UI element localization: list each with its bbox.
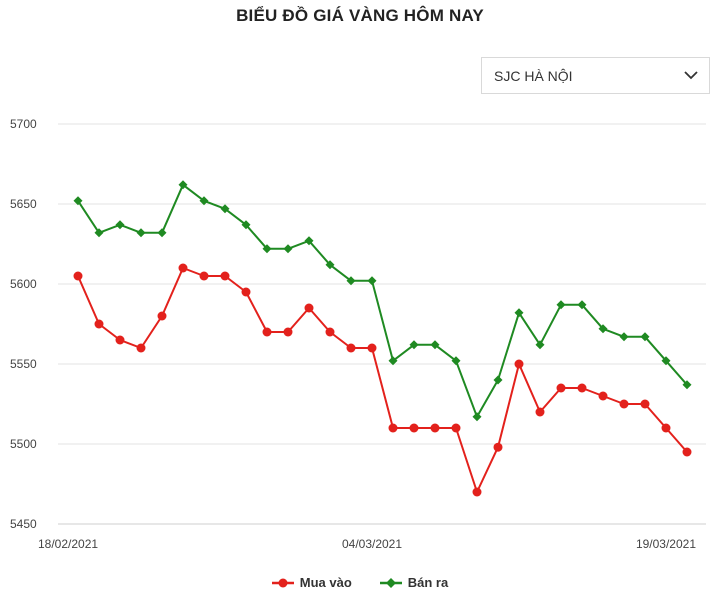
y-tick-label: 5500 — [10, 437, 37, 451]
data-point[interactable] — [514, 359, 524, 369]
data-point[interactable] — [220, 204, 230, 214]
data-point[interactable] — [661, 356, 671, 366]
data-point[interactable] — [178, 263, 188, 273]
data-point[interactable] — [262, 327, 272, 337]
data-point[interactable] — [388, 423, 398, 433]
data-point[interactable] — [304, 303, 314, 313]
data-point[interactable] — [409, 423, 419, 433]
data-point[interactable] — [472, 487, 482, 497]
data-point[interactable] — [577, 383, 587, 393]
legend-item-buy[interactable]: Mua vào — [271, 575, 352, 590]
data-point[interactable] — [535, 340, 545, 350]
location-select[interactable]: SJC HÀ NỘI — [481, 57, 710, 94]
data-point[interactable] — [262, 244, 272, 254]
data-point[interactable] — [157, 311, 167, 321]
y-tick-label: 5700 — [10, 117, 37, 131]
data-point[interactable] — [367, 343, 377, 353]
data-point[interactable] — [640, 332, 650, 342]
y-tick-label: 5450 — [10, 517, 37, 531]
data-point[interactable] — [94, 228, 104, 238]
data-point[interactable] — [598, 391, 608, 401]
data-point[interactable] — [115, 220, 125, 230]
location-select-value: SJC HÀ NỘI — [494, 67, 573, 84]
data-point[interactable] — [220, 271, 230, 281]
data-point[interactable] — [493, 442, 503, 452]
data-point[interactable] — [640, 399, 650, 409]
data-point[interactable] — [682, 447, 692, 457]
data-point[interactable] — [346, 276, 356, 286]
legend-sell-label: Bán ra — [407, 575, 449, 590]
y-axis-ticks: 5450 5500 5550 5600 5650 5700 — [10, 117, 37, 531]
series-line — [77, 267, 688, 493]
line-chart: 5450 5500 5550 5600 5650 5700 18/02/2021 04/03… — [10, 117, 706, 551]
data-point[interactable] — [283, 244, 293, 254]
data-point[interactable] — [556, 383, 566, 393]
y-tick-label: 5600 — [10, 277, 37, 291]
y-tick-label: 5650 — [10, 197, 37, 211]
data-point[interactable] — [199, 271, 209, 281]
data-point[interactable] — [73, 196, 83, 206]
data-point[interactable] — [577, 300, 587, 310]
data-point[interactable] — [115, 335, 125, 345]
data-point[interactable] — [325, 327, 335, 337]
data-point[interactable] — [73, 271, 83, 281]
data-point[interactable] — [493, 375, 503, 385]
grid-lines — [58, 123, 706, 525]
data-point[interactable] — [619, 332, 629, 342]
x-tick-label: 18/02/2021 — [38, 537, 98, 551]
series-buy — [73, 263, 692, 497]
chevron-down-icon — [683, 68, 699, 84]
data-point[interactable] — [430, 423, 440, 433]
data-point[interactable] — [661, 423, 671, 433]
series-line — [77, 183, 688, 418]
legend-buy-label: Mua vào — [299, 575, 352, 590]
legend-sell-marker-icon — [379, 577, 402, 588]
data-point[interactable] — [178, 180, 188, 190]
data-point[interactable] — [136, 228, 146, 238]
y-tick-label: 5550 — [10, 357, 37, 371]
data-point[interactable] — [136, 343, 146, 353]
data-point[interactable] — [682, 380, 692, 390]
x-tick-label: 19/03/2021 — [636, 537, 696, 551]
data-point[interactable] — [346, 343, 356, 353]
data-point[interactable] — [241, 287, 251, 297]
data-point[interactable] — [556, 300, 566, 310]
data-point[interactable] — [598, 324, 608, 334]
legend-buy-marker-icon — [271, 578, 294, 587]
legend: Mua vào Bán ra — [0, 575, 720, 590]
data-point[interactable] — [451, 423, 461, 433]
x-axis-ticks: 18/02/2021 04/03/2021 19/03/2021 — [38, 537, 696, 551]
data-point[interactable] — [199, 196, 209, 206]
data-point[interactable] — [157, 228, 167, 238]
data-point[interactable] — [241, 220, 251, 230]
chart-title: BIỂU ĐỒ GIÁ VÀNG HÔM NAY — [236, 6, 484, 25]
x-tick-label: 04/03/2021 — [342, 537, 402, 551]
data-point[interactable] — [94, 319, 104, 329]
series-layer — [73, 180, 692, 497]
data-point[interactable] — [304, 236, 314, 246]
data-point[interactable] — [283, 327, 293, 337]
data-point[interactable] — [451, 356, 461, 366]
series-sell — [73, 180, 692, 422]
data-point[interactable] — [430, 340, 440, 350]
data-point[interactable] — [325, 260, 335, 270]
data-point[interactable] — [535, 407, 545, 417]
data-point[interactable] — [409, 340, 419, 350]
data-point[interactable] — [367, 276, 377, 286]
data-point[interactable] — [514, 308, 524, 318]
data-point[interactable] — [472, 412, 482, 422]
data-point[interactable] — [619, 399, 629, 409]
data-point[interactable] — [388, 356, 398, 366]
legend-item-sell[interactable]: Bán ra — [379, 575, 449, 590]
